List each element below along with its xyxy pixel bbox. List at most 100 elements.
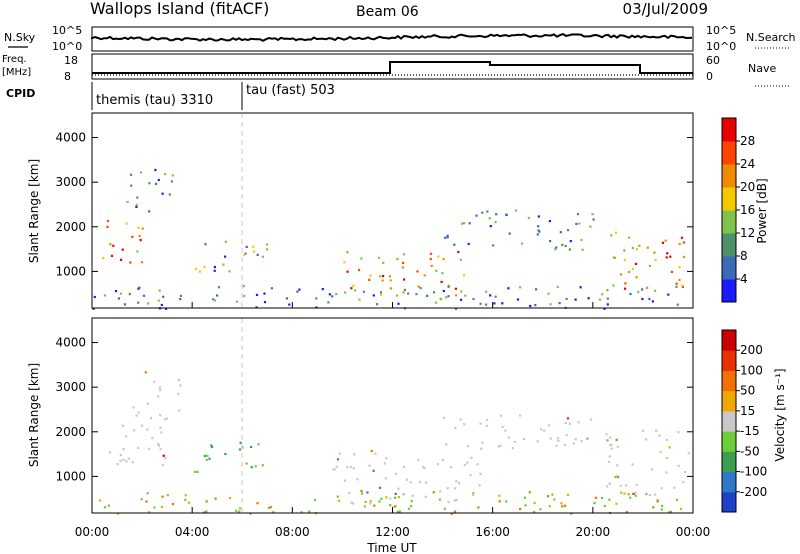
data-cell (364, 500, 367, 503)
data-cell (92, 307, 95, 310)
colorbar-tick-label: 16 (740, 203, 755, 217)
data-cell (145, 500, 148, 503)
data-cell (468, 222, 471, 225)
data-cell (122, 458, 125, 461)
data-cell (216, 294, 219, 297)
data-cell (238, 510, 241, 513)
data-cell (612, 256, 615, 259)
data-cell (396, 257, 399, 260)
data-cell (453, 510, 457, 513)
data-cell (228, 270, 231, 273)
data-cell (445, 296, 448, 299)
data-cell (529, 304, 532, 308)
data-cell (253, 250, 256, 253)
data-cell (486, 210, 489, 213)
data-cell (454, 307, 458, 310)
data-cell (119, 453, 122, 457)
data-cell (195, 267, 198, 270)
data-cell (254, 465, 257, 468)
data-cell (575, 222, 578, 225)
power-colorbar: 28 24 20 16 12 8 4 (721, 117, 755, 303)
data-cell (460, 298, 463, 301)
colorbar-tick-label: 4 (740, 272, 748, 286)
data-cell (580, 440, 583, 443)
data-cell (138, 286, 141, 289)
data-cell (393, 505, 396, 508)
y-tick-label: 4000 (55, 131, 86, 145)
data-cell (378, 500, 381, 503)
data-cell (426, 294, 429, 297)
data-cell (363, 505, 366, 508)
data-cell (463, 463, 466, 467)
data-cell (477, 506, 480, 509)
data-cell (125, 460, 128, 463)
data-cell (434, 301, 438, 304)
data-cell (222, 263, 225, 266)
data-cell (93, 295, 96, 299)
data-cell (533, 501, 536, 505)
data-cell (579, 286, 582, 289)
data-cell (654, 258, 657, 262)
data-cell (635, 248, 638, 251)
data-cell (495, 213, 498, 216)
data-cell (348, 492, 351, 495)
colorbar-tick-label: -100 (740, 465, 767, 479)
x-tick-label: 16:00 (475, 525, 510, 539)
data-cell (523, 437, 526, 441)
data-cell (384, 477, 387, 480)
y-tick-label: 1000 (55, 264, 86, 278)
data-cell (564, 244, 567, 248)
data-cell (250, 445, 253, 449)
cpid-segment-1: themis (tau) 3310 (96, 93, 213, 108)
data-cell (615, 474, 618, 477)
data-cell (103, 506, 106, 509)
data-cell (613, 256, 617, 259)
velocity-data-layer (99, 371, 690, 515)
data-cell (179, 294, 182, 297)
data-cell (396, 510, 400, 513)
data-cell (114, 290, 118, 293)
nsky-label: N.Sky (4, 31, 36, 44)
data-cell (360, 257, 363, 260)
colorbar-tick-label: 28 (740, 134, 755, 148)
data-cell (471, 493, 475, 496)
data-cell (481, 211, 484, 214)
data-cell (668, 446, 671, 449)
data-cell (438, 498, 441, 501)
data-cell (547, 424, 551, 427)
data-cell (239, 441, 242, 444)
data-cell (429, 257, 432, 261)
data-cell (453, 499, 456, 502)
colorbar-tick-label: 15 (740, 404, 755, 418)
data-cell (379, 275, 382, 278)
data-cell (561, 243, 564, 246)
freq-label: Freq. (2, 54, 27, 65)
data-cell (418, 481, 421, 484)
data-cell (148, 511, 151, 514)
freq-tick-high: 18 (64, 54, 78, 67)
data-cell (589, 225, 592, 228)
data-cell (243, 295, 246, 298)
data-cell (368, 278, 371, 281)
data-cell (245, 462, 248, 465)
data-cell (120, 258, 123, 261)
data-cell (250, 466, 253, 469)
data-cell (430, 264, 433, 267)
data-cell (256, 253, 259, 256)
data-cell (616, 446, 620, 449)
x-tick-label: 00:00 (75, 525, 110, 539)
data-cell (516, 298, 520, 301)
data-cell (206, 454, 209, 457)
data-cell (511, 447, 514, 450)
colorbar-swatch (722, 279, 736, 303)
data-cell (261, 464, 264, 467)
data-cell (498, 500, 501, 503)
data-cell (645, 438, 648, 441)
data-cell (117, 297, 120, 300)
data-cell (501, 302, 504, 305)
data-cell (485, 290, 488, 293)
data-cell (606, 485, 609, 488)
data-cell (165, 417, 168, 420)
data-cell (353, 453, 356, 456)
